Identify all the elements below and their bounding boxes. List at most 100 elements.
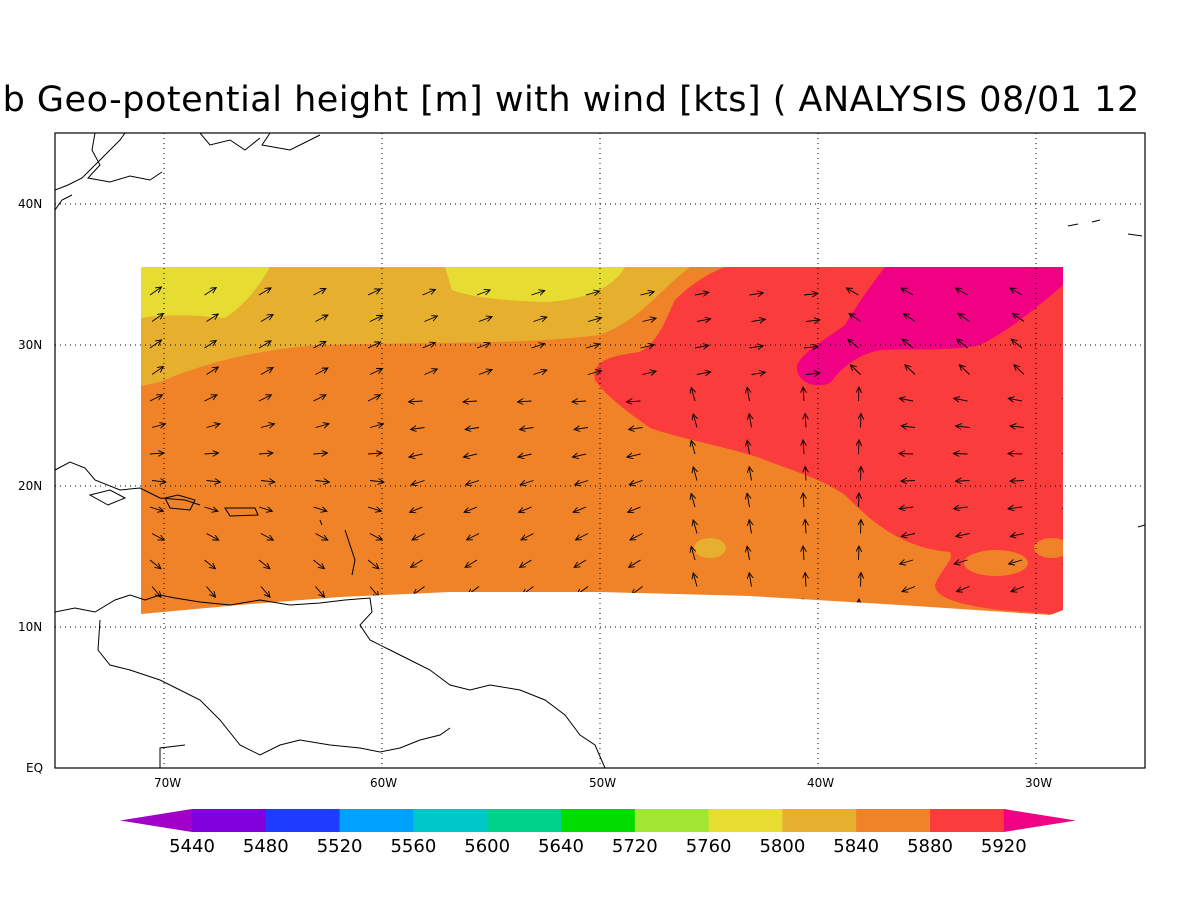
wind-arrow — [413, 586, 425, 595]
wind-arrow — [1064, 288, 1076, 295]
wind-arrow — [803, 493, 804, 508]
wind-arrow — [1011, 339, 1023, 349]
wind-arrow — [958, 314, 970, 322]
wind-arrow — [899, 454, 914, 455]
wind-arrow — [1013, 314, 1025, 322]
height-contour-field — [141, 267, 1063, 615]
wind-arrow — [1014, 365, 1025, 375]
wind-arrow — [424, 316, 438, 322]
colorbar-swatch — [339, 809, 414, 832]
coastlines — [55, 133, 1145, 768]
contour-5800-west — [141, 267, 270, 318]
wind-arrow — [1064, 613, 1077, 619]
contour-5840-cell — [694, 538, 726, 558]
wind-arrow — [747, 440, 749, 455]
wind-arrow — [572, 401, 587, 402]
wind-arrow — [463, 454, 478, 457]
wind-arrow — [1012, 640, 1024, 647]
wind-arrow — [749, 467, 751, 481]
wind-arrow — [803, 293, 818, 295]
wind-arrow — [899, 507, 914, 509]
wind-arrow — [805, 467, 806, 481]
wind-arrow — [901, 426, 916, 428]
wind-arrow — [465, 428, 480, 430]
wind-arrow — [1063, 560, 1076, 564]
wind-arrow — [955, 612, 968, 615]
wind-arrow — [1063, 398, 1077, 401]
wind-arrow — [313, 342, 326, 349]
wind-arrow — [691, 388, 695, 402]
wind-arrow — [260, 315, 273, 322]
wind-arrow — [959, 365, 970, 375]
wind-arrow — [576, 533, 589, 540]
wind-arrow — [578, 640, 588, 650]
wind-arrow — [315, 533, 328, 541]
wind-arrow — [1063, 454, 1077, 455]
wind-arrow — [207, 640, 211, 653]
wind-arrow — [955, 288, 968, 296]
contour-5920 — [594, 267, 1063, 615]
colorbar-label: 5800 — [759, 836, 805, 857]
wind-arrow — [313, 612, 321, 615]
wind-arrow — [749, 346, 764, 348]
wind-arrow — [258, 395, 272, 402]
wind-arrow — [412, 533, 425, 540]
coastline-north-america — [55, 133, 321, 211]
wind-arrow — [1010, 426, 1025, 428]
wind-arrow — [533, 370, 547, 374]
axis-labels: 70W 60W 50W 40W 30W EQ 10N 20N 30N 40N — [18, 197, 1052, 790]
wind-arrow — [524, 640, 534, 650]
map-title: mb Geo-potential height [m] with wind [k… — [0, 80, 1140, 120]
wind-arrow — [642, 371, 657, 374]
wind-arrow — [313, 453, 328, 454]
wind-arrow — [204, 341, 217, 349]
wind-arrow — [369, 369, 383, 375]
wind-arrow — [149, 340, 162, 349]
wind-arrow — [369, 316, 383, 322]
colorbar-label: 5920 — [981, 836, 1027, 857]
wind-arrow — [859, 493, 860, 508]
wind-arrow — [861, 520, 862, 534]
colorbar-swatch — [561, 809, 636, 832]
wind-arrow — [206, 481, 221, 483]
lat-tick-label: 40N — [18, 197, 42, 211]
wind-arrow — [954, 398, 968, 401]
wind-arrow — [520, 612, 532, 615]
lon-tick-label: 60W — [370, 776, 397, 790]
wind-arrow — [749, 293, 764, 295]
wind-arrow — [630, 533, 643, 540]
wind-arrow — [1009, 612, 1023, 615]
wind-arrow — [258, 507, 272, 511]
colorbar-label: 5760 — [686, 836, 732, 857]
wind-arrow — [1065, 481, 1079, 482]
wind-arrow — [411, 481, 425, 485]
wind-arrow — [803, 440, 804, 455]
lon-tick-label: 30W — [1025, 776, 1052, 790]
wind-arrow — [696, 372, 711, 375]
wind-arrow — [805, 626, 806, 640]
wind-arrow — [206, 586, 216, 598]
wind-arrow — [585, 291, 600, 295]
wind-arrow — [151, 367, 164, 375]
wind-arrow — [206, 424, 221, 428]
wind-arrow — [313, 559, 325, 569]
coastline-south-america — [55, 594, 606, 768]
wind-arrow — [204, 288, 217, 296]
wind-arrow — [476, 290, 490, 296]
wind-arrow — [905, 365, 916, 375]
wind-arrow — [1010, 481, 1025, 482]
wind-arrow — [629, 428, 643, 430]
wind-arrow — [258, 612, 267, 615]
wind-arrow — [258, 559, 270, 569]
wind-arrow — [803, 546, 804, 561]
wind-arrow — [260, 424, 275, 428]
wind-arrow — [805, 373, 820, 375]
wind-arrow — [151, 314, 164, 322]
coastline-eastern-atlantic — [1067, 219, 1145, 528]
wind-arrow — [693, 414, 697, 428]
wind-arrow — [572, 454, 587, 457]
wind-arrow — [258, 453, 273, 454]
wind-arrow — [691, 600, 695, 614]
wind-arrow — [861, 414, 862, 428]
wind-arrow — [520, 428, 534, 430]
